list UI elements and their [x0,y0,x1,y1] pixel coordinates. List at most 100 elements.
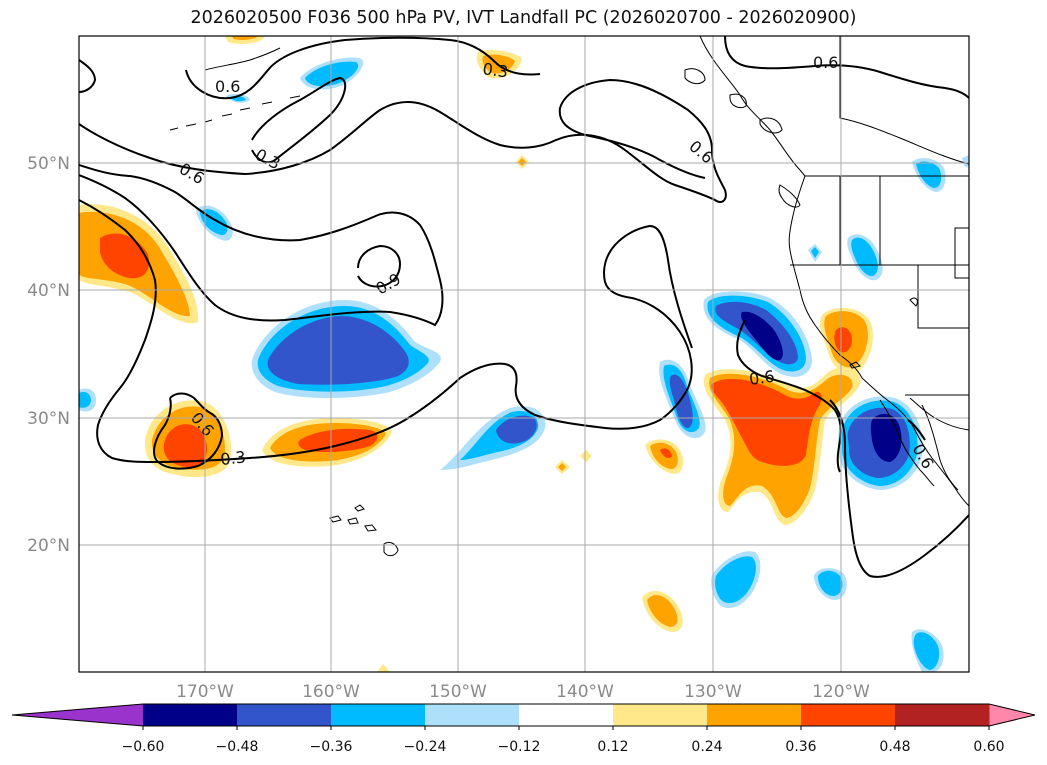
colorbar-segment [519,704,614,726]
shade-blue [79,391,91,408]
colorbar-tick-label: −0.12 [498,739,541,755]
contour-line [185,36,541,100]
aleutian-islands [169,95,301,131]
shade-blue [715,556,756,604]
shade-red [834,327,852,353]
coastline-rockies-lake [909,297,918,307]
contour-line [251,76,347,164]
coastlines [169,36,969,557]
lon-labels: 170°W 160°W 150°W 140°W 130°W 120°W [176,682,870,702]
contour-label: 0.6 [813,53,838,72]
shade-orange [518,158,526,166]
colorbar-extend-max [989,704,1035,726]
contour-label: 0.3 [481,59,509,81]
shade-blue [916,161,942,188]
coastline-baja [879,399,935,487]
shade-blue [305,61,359,87]
shade-red [298,428,378,453]
shade-red [163,424,207,468]
contour-line [829,399,969,578]
shade-orange [558,463,566,471]
coastline-gulf-ca [921,404,959,491]
shade-blue [818,570,843,596]
lon-label-140w: 140°W [556,682,614,702]
shade-dark-blue [669,374,693,428]
shade-light-yellow [580,450,592,462]
shade-dark-blue [496,415,537,444]
shade-red [711,379,822,466]
coastline-alaska [699,36,806,177]
island-vancouver [778,184,801,208]
contour-line [153,392,224,470]
contour-line [907,419,926,441]
contour-line [79,199,693,464]
colorbar-segment [237,704,332,726]
contour-line [724,36,969,99]
lon-label-170w: 170°W [176,682,234,702]
contour-line [79,164,444,327]
colorbar-tick-label: 0.12 [597,739,628,755]
colorbar-tick-label: −0.36 [310,739,353,755]
lat-label-20n: 20°N [27,536,70,556]
shade-orange [232,36,258,40]
map-background [79,36,969,672]
island-ak-3 [729,93,747,109]
colorbar-segment [143,704,238,726]
pc-shading [79,36,969,672]
contour-label: 0.6 [748,367,776,389]
colorbar-segment [613,704,708,726]
shade-blue [913,632,940,670]
shade-blue [811,247,819,258]
contour-line [79,59,97,93]
contour-label: 0.3 [219,447,246,469]
colorbar-segment [425,704,520,726]
colorbar-segment [707,704,802,726]
lat-label-30n: 30°N [27,409,70,429]
shade-light-yellow [377,664,390,672]
island-channel [849,361,861,369]
colorbar-segment [801,704,896,726]
shade-dark-blue [267,316,409,385]
shade-orange [647,595,678,627]
colorbar-tick-label: 0.60 [973,739,1004,755]
contour-label: 0.6 [215,77,240,96]
contour-line [357,244,402,288]
shade-blue [851,237,878,277]
colorbar: −0.60 −0.48 −0.36 −0.24 −0.12 0.12 0.24 0.36 0.4… [11,703,1036,755]
colorbar-tick-label: 0.48 [879,739,910,755]
colorbar-tick-label: 0.24 [691,739,722,755]
colorbar-tick-label: −0.24 [404,739,447,755]
contour-line [736,319,842,473]
shade-navy [741,311,783,361]
colorbar-tick-label: −0.60 [122,739,165,755]
gridlines [79,36,969,672]
lat-label-50n: 50°N [27,154,70,174]
map-title: 2026020500 F036 500 hPa PV, IVT Landfall… [190,8,857,28]
contour-line [79,78,727,203]
colorbar-tick-label: 0.36 [785,739,816,755]
map-frame [78,35,970,673]
lon-label-120w: 120°W [812,682,870,702]
lat-labels: 50°N 40°N 30°N 20°N [27,154,70,556]
province-border [839,36,969,165]
alaska-peninsula [204,47,281,71]
colorbar-tick-label: −0.48 [216,739,259,755]
coastline-california [861,377,969,507]
colorbar-extend-min [12,704,143,726]
lon-label-160w: 160°W [302,682,360,702]
lon-label-130w: 130°W [684,682,742,702]
shade-navy [870,413,902,462]
island-ak-2 [759,117,783,134]
colorbar-segment [895,704,990,726]
pv-contours [79,36,969,578]
lon-label-150w: 150°W [429,682,487,702]
colorbar-segment [331,704,426,726]
island-ak-1 [684,68,706,85]
lat-label-40n: 40°N [27,281,70,301]
state-border [954,227,969,279]
shade-red [660,448,672,458]
islands-hawaii [329,504,399,557]
shade-light-blue [962,155,969,168]
state-border [917,265,969,329]
